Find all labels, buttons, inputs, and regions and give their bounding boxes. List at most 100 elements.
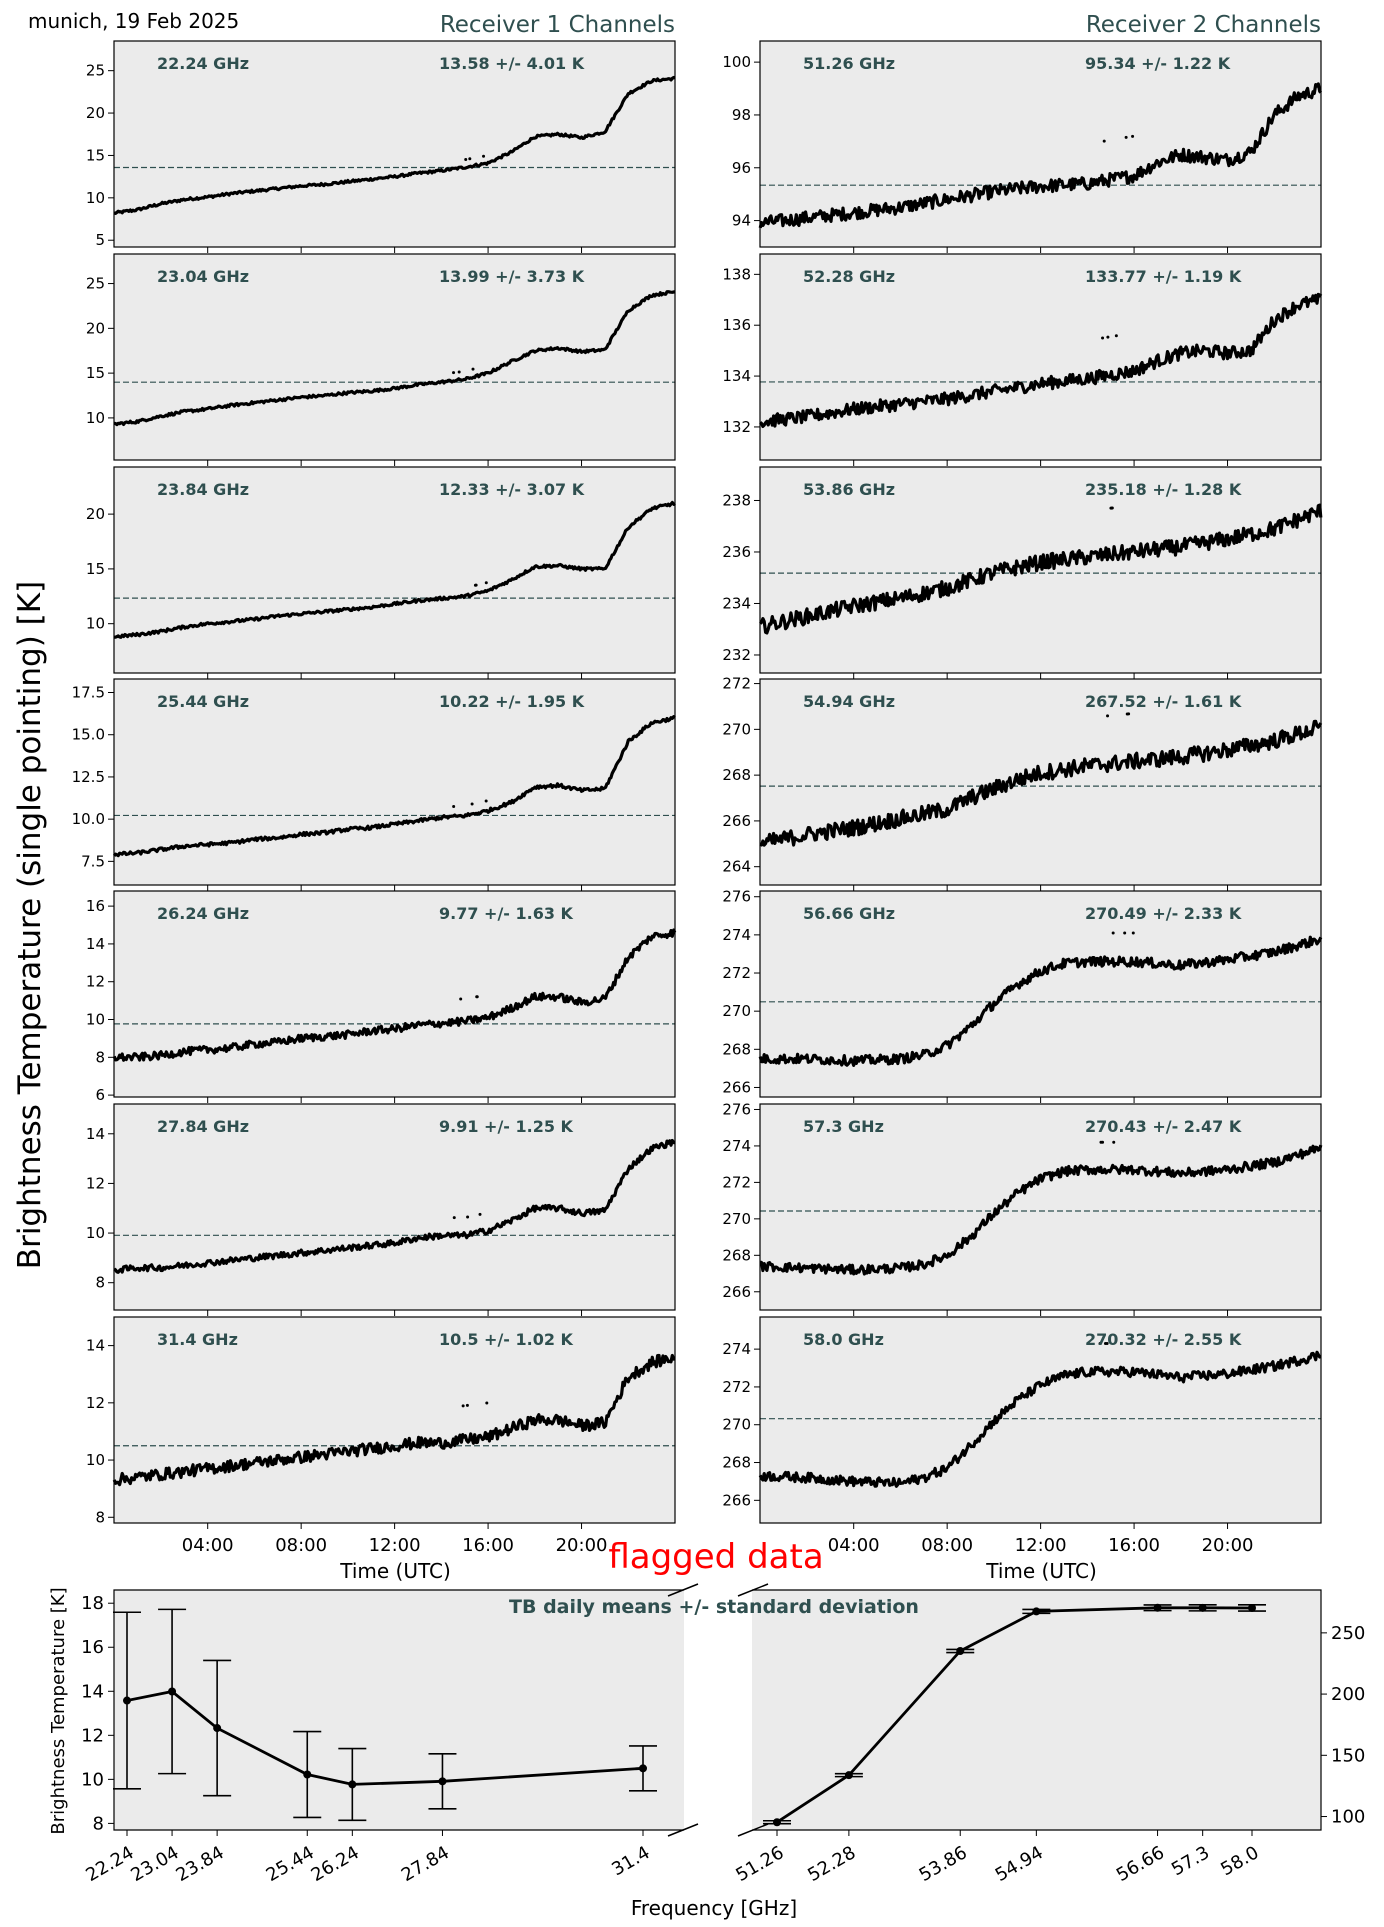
mean-std-label: 270.49 +/- 2.33 K	[1085, 904, 1242, 923]
y-tick-label: 12	[86, 1174, 105, 1192]
mean-std-label: 133.77 +/- 1.19 K	[1085, 267, 1242, 286]
outlier-point	[468, 157, 472, 161]
axis-break-mark	[737, 1823, 769, 1837]
panel-background	[114, 1104, 675, 1310]
mean-std-label: 10.5 +/- 1.02 K	[439, 1330, 574, 1349]
outlier-point	[471, 367, 475, 371]
y-tick-label: 12.5	[72, 768, 105, 786]
y-tick-label: 14	[86, 1337, 105, 1355]
frequency-label: 58.0 GHz	[803, 1330, 884, 1349]
summary-right-background	[752, 1590, 1321, 1830]
frequency-label: 31.4 GHz	[157, 1330, 238, 1349]
time-axis-label-left: Time (UTC)	[339, 1559, 451, 1583]
receiver1-mean-point	[123, 1696, 131, 1705]
y-tick-label: 132	[722, 418, 751, 436]
y-tick-label: 5	[95, 231, 105, 249]
y-tick-label: 134	[722, 367, 751, 385]
flagged-data-label: flagged data	[608, 1537, 823, 1577]
outlier-point	[1112, 1140, 1116, 1144]
y-tick-label: 14	[86, 1125, 105, 1143]
mean-std-label: 235.18 +/- 1.28 K	[1085, 480, 1242, 499]
outlier-point	[1131, 931, 1135, 935]
mean-std-label: 12.33 +/- 3.07 K	[439, 480, 585, 499]
channel-panel-5386: 232 234 236 238 53.86 GHz 235.18 +/- 1.28 K	[722, 466, 1323, 679]
y-tick-label: 8	[95, 1274, 105, 1292]
panel-frame	[759, 253, 1322, 461]
frequency-label: 57.3 GHz	[803, 1117, 884, 1136]
panel-background	[760, 1317, 1321, 1523]
y-tick-label: 16	[86, 897, 105, 915]
receiver1-x-tick-label: 26.24	[308, 1842, 363, 1886]
receiver2-mean-point	[773, 1818, 781, 1827]
receiver1-x-tick-label: 25.44	[263, 1842, 318, 1886]
panel-background	[114, 679, 675, 885]
y-tick-label: 94	[732, 212, 751, 230]
y-tick-label: 12	[86, 1394, 105, 1412]
summary-left-y-tick-label: 10	[81, 1769, 104, 1790]
outlier-point	[484, 581, 488, 585]
receiver2-x-tick-label: 56.66	[1113, 1842, 1168, 1886]
receiver1-x-tick-label: 22.24	[82, 1842, 137, 1886]
summary-right-y-tick-label: 100	[1331, 1807, 1365, 1828]
receiver1-mean-point	[438, 1777, 447, 1786]
channel-panel-5666: 266 268 270 272 274 276 56.66 GHz 270.49 +/- 2.…	[722, 888, 1323, 1103]
outlier-point	[459, 997, 463, 1001]
channel-panel-2624: 6 8 10 12 14 16 26.24 GHz 9.77 +/- 1.63 K	[86, 890, 677, 1104]
channel-panel-314: 8 10 12 14 04:00 08:00 12:00 16:00 20:00 31.4 GHz…	[86, 1316, 676, 1556]
y-tick-label: 238	[722, 491, 751, 509]
y-tick-label: 232	[722, 646, 751, 664]
mean-std-label: 95.34 +/- 1.22 K	[1085, 54, 1231, 73]
mean-std-label: 9.91 +/- 1.25 K	[439, 1117, 574, 1136]
mean-std-label: 10.22 +/- 1.95 K	[439, 692, 585, 711]
y-tick-label: 10.0	[72, 810, 105, 828]
panel-background	[114, 891, 675, 1097]
outlier-point	[478, 1212, 482, 1216]
outlier-point	[1103, 1341, 1107, 1345]
y-tick-label: 100	[722, 53, 751, 71]
panel-frame	[113, 253, 676, 461]
axis-break-mark	[667, 1823, 699, 1837]
frequency-label: 23.84 GHz	[157, 480, 249, 499]
channel-panel-2224: 5 10 15 20 25 22.24 GHz 13.58 +/- 4.01 K	[86, 40, 676, 253]
outlier-point	[1102, 139, 1106, 143]
receiver1-mean-point	[303, 1770, 312, 1779]
channel-series	[112, 1353, 676, 1487]
receiver1-x-tick-label: 23.04	[127, 1842, 182, 1886]
receiver2-mean-point	[1198, 1603, 1207, 1612]
y-tick-label: 272	[722, 675, 751, 693]
y-tick-label: 17.5	[72, 684, 105, 702]
summary-x-axis-label: Frequency [GHz]	[631, 1896, 797, 1920]
panel-frame	[113, 890, 676, 1098]
receiver2-mean-point	[1153, 1603, 1162, 1612]
panel-frame	[759, 466, 1322, 674]
y-tick-label: 7.5	[81, 852, 105, 870]
y-tick-label: 274	[722, 1340, 751, 1358]
y-tick-label: 10	[86, 1451, 105, 1469]
panel-frame	[759, 678, 1322, 886]
outlier-point	[452, 371, 456, 375]
time-tick-label: 08:00	[921, 1535, 973, 1556]
y-tick-label: 266	[722, 1283, 751, 1301]
panel-frame	[759, 1103, 1322, 1311]
outlier-point	[466, 1215, 470, 1219]
frequency-label: 54.94 GHz	[803, 692, 895, 711]
channel-panels: 5 10 15 20 25 22.24 GHz 13.58 +/- 4.01 K 94 96 98…	[72, 40, 1323, 1583]
time-tick-label: 16:00	[462, 1535, 514, 1556]
summary-left-y-tick-label: 8	[93, 1813, 104, 1834]
outlier-point	[1106, 714, 1110, 718]
channel-series	[758, 1350, 1322, 1488]
panel-frame	[113, 1103, 676, 1311]
y-tick-label: 15	[86, 560, 105, 578]
channel-series	[759, 292, 1323, 428]
channel-panel-2544: 7.5 10.0 12.5 15.0 17.5 25.44 GHz 10.22 +/- 1.…	[72, 678, 676, 891]
time-tick-label: 08:00	[275, 1535, 327, 1556]
summary-right-y-tick-label: 150	[1331, 1745, 1365, 1766]
receiver2-title: Receiver 2 Channels	[1086, 12, 1321, 38]
y-tick-label: 264	[722, 858, 751, 876]
mean-std-label: 270.32 +/- 2.55 K	[1085, 1330, 1242, 1349]
channel-series	[112, 928, 677, 1062]
y-tick-label: 10	[86, 1224, 105, 1242]
channel-series	[758, 935, 1323, 1068]
y-tick-label: 266	[722, 812, 751, 830]
receiver2-x-tick-label: 52.28	[804, 1842, 859, 1886]
